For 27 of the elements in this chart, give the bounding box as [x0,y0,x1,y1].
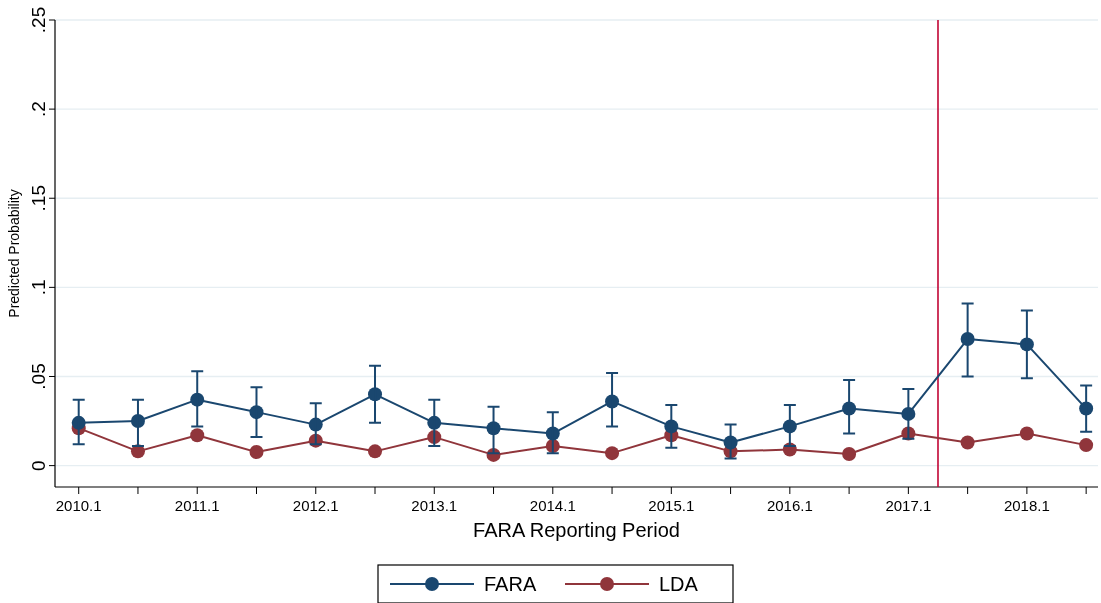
y-tick-label: 0 [28,460,49,471]
x-tick-label: 2018.1 [1003,497,1050,514]
point [368,444,383,459]
point [842,447,857,462]
y-axis-title: Predicted Probability [6,189,22,318]
x-tick-label: 2010.1 [55,497,102,514]
x-tick-label: 2011.1 [174,497,220,514]
x-tick-label: 2012.1 [292,497,339,514]
point [1019,426,1034,441]
y-tick-label: .25 [28,6,49,34]
y-tick-label: .2 [28,101,49,118]
legend-label: LDA [659,573,699,595]
point [1079,438,1094,453]
x-tick-label: 2013.1 [411,497,458,514]
x-tick-label: 2016.1 [766,497,813,514]
point [605,446,620,461]
legend-label: FARA [484,573,537,595]
x-tick-label: 2017.1 [885,497,932,514]
y-tick-label: .05 [28,363,49,390]
y-tick-label: .15 [28,185,49,212]
point [960,435,975,450]
x-tick-label: 2015.1 [648,497,695,514]
y-tick-label: .1 [28,279,49,296]
x-axis-title: FARA Reporting Period [473,519,680,541]
x-tick-label: 2014.1 [529,497,576,514]
point [249,445,264,460]
point [190,428,205,443]
